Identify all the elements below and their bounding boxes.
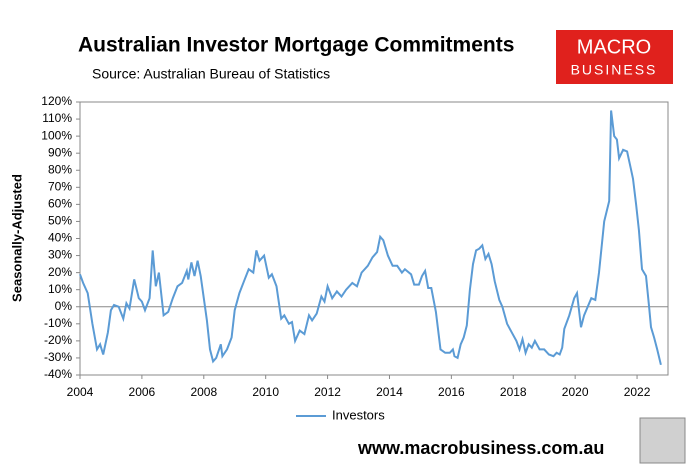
- y-tick-label: -10%: [44, 316, 72, 330]
- y-tick-label: 20%: [48, 265, 72, 279]
- y-axis-label: Seasonally-Adjusted: [9, 174, 24, 302]
- x-tick-label: 2018: [500, 385, 527, 399]
- y-tick-label: 40%: [48, 231, 72, 245]
- x-tick-label: 2016: [438, 385, 465, 399]
- footer: www.macrobusiness.com.au: [357, 438, 604, 458]
- y-tick-label: 80%: [48, 162, 72, 176]
- y-tick-label: -20%: [44, 333, 72, 347]
- y-tick-label: -40%: [44, 367, 72, 381]
- x-tick-label: 2012: [314, 385, 341, 399]
- y-tick-label: -30%: [44, 350, 72, 364]
- y-tick-label: 10%: [48, 282, 72, 296]
- wolf-icon: [639, 417, 686, 464]
- y-tick-label: 30%: [48, 248, 72, 262]
- y-tick-label: 70%: [48, 179, 72, 193]
- x-tick-label: 2004: [67, 385, 94, 399]
- logo: [556, 30, 673, 84]
- y-tick-label: 0%: [55, 299, 73, 313]
- x-tick-label: 2014: [376, 385, 403, 399]
- y-tick-label: 110%: [42, 111, 72, 125]
- y-tick-label: 100%: [41, 128, 72, 142]
- x-tick-label: 2020: [562, 385, 589, 399]
- x-tick-label: 2010: [252, 385, 279, 399]
- logo-text: BUSINESS: [571, 62, 658, 78]
- chart-title: Australian Investor Mortgage Commitments: [78, 34, 514, 57]
- logo-text: MACRO: [577, 36, 651, 58]
- chart-subtitle: Source: Australian Bureau of Statistics: [92, 66, 330, 82]
- x-tick-label: 2022: [624, 385, 651, 399]
- y-tick-label: 120%: [41, 94, 72, 108]
- y-tick-label: 50%: [48, 214, 72, 228]
- x-tick-label: 2006: [129, 385, 156, 399]
- x-tick-label: 2008: [190, 385, 217, 399]
- legend-label: Investors: [332, 407, 385, 422]
- line-series: [79, 110, 662, 366]
- y-tick-label: 60%: [48, 197, 72, 211]
- plot-frame: [79, 101, 669, 376]
- y-tick-label: 90%: [48, 145, 72, 159]
